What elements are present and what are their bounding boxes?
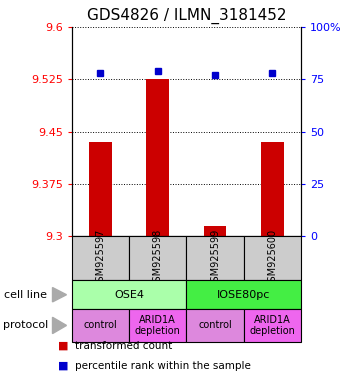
Text: GSM925599: GSM925599 — [210, 228, 220, 288]
Text: GSM925597: GSM925597 — [96, 228, 105, 288]
Bar — [186, 280, 301, 309]
Text: ARID1A
depletion: ARID1A depletion — [135, 314, 181, 336]
Text: cell line: cell line — [4, 290, 47, 300]
Title: GDS4826 / ILMN_3181452: GDS4826 / ILMN_3181452 — [87, 8, 286, 24]
Bar — [186, 236, 244, 280]
Bar — [186, 309, 244, 342]
Bar — [204, 226, 226, 236]
Text: transformed count: transformed count — [75, 341, 173, 351]
Text: GSM925600: GSM925600 — [267, 229, 277, 288]
Bar — [244, 309, 301, 342]
Bar — [129, 309, 186, 342]
Polygon shape — [52, 288, 66, 302]
Bar — [244, 236, 301, 280]
Text: ARID1A
depletion: ARID1A depletion — [250, 314, 295, 336]
Text: ■: ■ — [58, 341, 68, 351]
Text: OSE4: OSE4 — [114, 290, 144, 300]
Bar — [146, 79, 169, 236]
Text: ■: ■ — [58, 361, 68, 371]
Bar — [89, 142, 112, 236]
Text: IOSE80pc: IOSE80pc — [217, 290, 270, 300]
Text: percentile rank within the sample: percentile rank within the sample — [75, 361, 251, 371]
Bar — [72, 236, 129, 280]
Text: protocol: protocol — [4, 320, 49, 331]
Bar — [129, 236, 186, 280]
Bar — [72, 309, 129, 342]
Text: control: control — [198, 320, 232, 331]
Polygon shape — [52, 317, 66, 334]
Text: control: control — [84, 320, 117, 331]
Bar — [261, 142, 284, 236]
Bar — [72, 280, 186, 309]
Text: GSM925598: GSM925598 — [153, 228, 163, 288]
